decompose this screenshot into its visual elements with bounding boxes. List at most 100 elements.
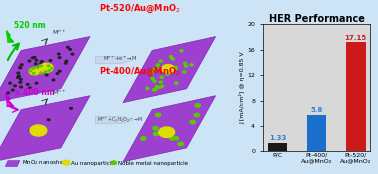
Circle shape — [70, 108, 72, 109]
Circle shape — [37, 67, 39, 69]
Circle shape — [9, 82, 11, 84]
Text: M$^{n+}$+C$_2$H$_5$O$_2$$^-$→M: M$^{n+}$+C$_2$H$_5$O$_2$$^-$→M — [96, 115, 143, 125]
Polygon shape — [123, 96, 215, 162]
Circle shape — [34, 63, 37, 65]
Circle shape — [29, 87, 31, 89]
Circle shape — [20, 78, 22, 80]
Circle shape — [111, 161, 116, 164]
Circle shape — [29, 130, 32, 132]
Circle shape — [56, 73, 59, 74]
Polygon shape — [0, 37, 90, 103]
Circle shape — [160, 85, 163, 87]
Text: Pt-520/Au@MnO$_2$: Pt-520/Au@MnO$_2$ — [99, 3, 181, 15]
Polygon shape — [6, 94, 13, 106]
Circle shape — [26, 84, 29, 85]
Circle shape — [169, 71, 172, 73]
Bar — [346, 42, 366, 151]
Y-axis label: J [mA/cm²] @ η=0.85 V: J [mA/cm²] @ η=0.85 V — [240, 52, 246, 124]
Circle shape — [31, 57, 34, 59]
Circle shape — [180, 50, 183, 52]
Circle shape — [184, 62, 187, 64]
Circle shape — [29, 70, 31, 72]
Circle shape — [7, 92, 9, 94]
Polygon shape — [5, 161, 20, 167]
Circle shape — [174, 68, 177, 70]
Circle shape — [170, 137, 175, 140]
Circle shape — [35, 59, 38, 61]
Polygon shape — [95, 117, 132, 124]
Circle shape — [166, 73, 169, 75]
Circle shape — [19, 67, 22, 69]
Circle shape — [48, 70, 51, 71]
Circle shape — [65, 62, 67, 64]
Circle shape — [174, 66, 177, 68]
Circle shape — [67, 46, 69, 48]
Title: HER Performance: HER Performance — [269, 14, 364, 24]
Circle shape — [155, 113, 161, 117]
Circle shape — [49, 66, 51, 68]
Circle shape — [30, 125, 47, 136]
Circle shape — [173, 136, 178, 140]
Circle shape — [35, 66, 38, 68]
Circle shape — [58, 57, 61, 58]
Circle shape — [65, 60, 68, 62]
Text: 5.8: 5.8 — [310, 107, 323, 113]
Polygon shape — [0, 96, 90, 162]
Circle shape — [17, 72, 20, 74]
Circle shape — [29, 68, 40, 75]
Circle shape — [28, 60, 31, 62]
Circle shape — [57, 53, 60, 55]
Text: M$^{n+}$: M$^{n+}$ — [51, 88, 66, 97]
Circle shape — [151, 72, 154, 74]
Circle shape — [44, 71, 47, 73]
Circle shape — [14, 85, 16, 87]
Circle shape — [153, 126, 158, 130]
Circle shape — [35, 68, 38, 70]
Circle shape — [33, 57, 36, 58]
Circle shape — [159, 127, 175, 137]
Circle shape — [40, 62, 42, 64]
Circle shape — [194, 113, 200, 117]
Circle shape — [178, 142, 183, 146]
Circle shape — [71, 53, 74, 55]
Bar — [268, 143, 287, 151]
Circle shape — [32, 68, 34, 70]
Circle shape — [152, 69, 155, 71]
Circle shape — [152, 89, 156, 91]
Text: Pt-400/Au@MnO$_2$: Pt-400/Au@MnO$_2$ — [99, 66, 181, 78]
Circle shape — [52, 79, 55, 81]
Circle shape — [51, 68, 53, 69]
Circle shape — [11, 89, 14, 91]
Text: 1.33: 1.33 — [269, 135, 286, 141]
Circle shape — [19, 67, 22, 68]
Circle shape — [45, 74, 48, 76]
Circle shape — [184, 65, 187, 67]
Circle shape — [40, 65, 42, 67]
Circle shape — [59, 70, 61, 72]
Text: Au nanoparticle: Au nanoparticle — [71, 161, 115, 165]
Circle shape — [155, 86, 158, 88]
Circle shape — [151, 78, 154, 80]
Circle shape — [169, 56, 173, 58]
Circle shape — [69, 49, 71, 50]
Circle shape — [160, 76, 163, 78]
Circle shape — [40, 72, 42, 74]
Circle shape — [195, 104, 200, 107]
Text: Noble metal nanoparticle: Noble metal nanoparticle — [118, 161, 188, 165]
Text: M$^{n+}$: M$^{n+}$ — [51, 28, 66, 37]
Polygon shape — [95, 57, 132, 64]
Circle shape — [48, 70, 51, 72]
Circle shape — [146, 87, 149, 89]
Circle shape — [17, 76, 19, 78]
Circle shape — [171, 58, 174, 60]
Circle shape — [154, 89, 157, 91]
Circle shape — [47, 65, 50, 67]
Circle shape — [33, 72, 35, 74]
Circle shape — [183, 71, 186, 73]
Circle shape — [40, 61, 43, 62]
Polygon shape — [6, 31, 13, 42]
Circle shape — [158, 86, 161, 88]
Text: ≤ 400 nm: ≤ 400 nm — [14, 88, 54, 97]
Circle shape — [190, 64, 193, 66]
Text: 17.15: 17.15 — [345, 35, 367, 41]
